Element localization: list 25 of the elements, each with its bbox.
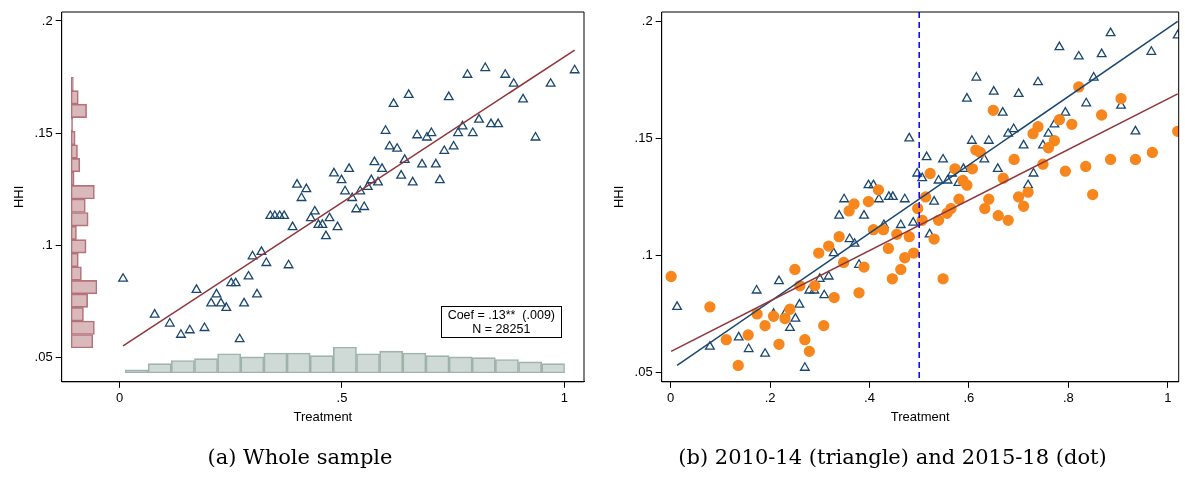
annotation: N = 28251: [471, 321, 531, 336]
x-tick-label: .4: [864, 390, 875, 406]
x-tick-label: .6: [963, 390, 975, 406]
annotation: Coef = .13** (.009): [447, 307, 555, 322]
y-tick-label: .05: [634, 364, 653, 380]
x-tick-label: 1: [560, 390, 569, 406]
y-tick-label: .1: [641, 246, 653, 262]
x-axis-title: Treatment: [293, 408, 353, 424]
x-tick-label: 0: [115, 390, 124, 406]
text: (b) 2010-14 (triangle) and 2015-18 (dot): [677, 445, 1108, 469]
x-axis-title: Treatment: [890, 408, 950, 424]
y-tick-label: .2: [641, 12, 653, 28]
x-tick-label: .8: [1062, 390, 1074, 406]
y-tick-label: .1: [41, 236, 53, 252]
y-axis-title: HHI: [611, 185, 627, 209]
x-tick-label: .5: [336, 390, 348, 406]
x-tick-label: 0: [667, 390, 675, 406]
x-tick-label: .2: [764, 390, 776, 406]
text: (a) Whole sample: [206, 445, 394, 469]
y-tick-label: .15: [34, 124, 53, 140]
y-tick-label: .15: [634, 129, 653, 145]
y-tick-label: .05: [34, 348, 53, 364]
y-tick-label: .2: [41, 12, 53, 28]
x-tick-label: 1: [1164, 390, 1172, 406]
y-axis-title: HHI: [11, 185, 27, 209]
